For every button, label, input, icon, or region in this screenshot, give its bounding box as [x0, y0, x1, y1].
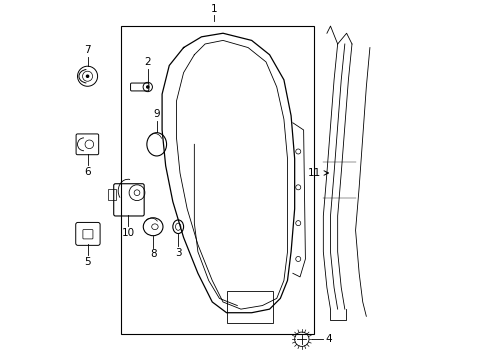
Text: 3: 3	[175, 248, 181, 258]
Circle shape	[85, 75, 89, 78]
Bar	[121, 26, 314, 334]
Text: 11: 11	[307, 168, 321, 178]
Text: 2: 2	[144, 57, 151, 67]
Circle shape	[145, 85, 149, 89]
Bar	[108, 189, 116, 200]
Text: 10: 10	[121, 228, 134, 238]
Text: 5: 5	[84, 257, 91, 267]
Text: 4: 4	[325, 334, 331, 344]
Text: 9: 9	[153, 109, 160, 119]
Text: 1: 1	[210, 4, 217, 14]
Text: 6: 6	[84, 167, 91, 177]
Text: 8: 8	[149, 249, 156, 259]
Bar	[226, 291, 273, 324]
Text: 7: 7	[84, 45, 91, 55]
